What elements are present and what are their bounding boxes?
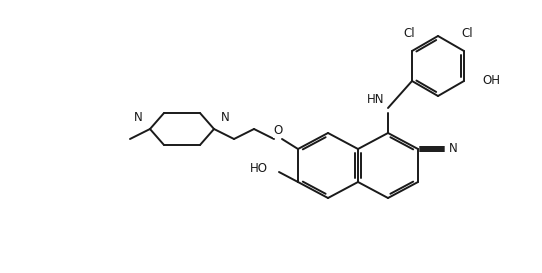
Text: N: N: [449, 143, 458, 156]
Text: HN: HN: [367, 93, 385, 106]
Text: HO: HO: [250, 162, 268, 174]
Text: Cl: Cl: [403, 27, 415, 40]
Text: O: O: [273, 124, 282, 138]
Text: Cl: Cl: [461, 27, 473, 40]
Text: N: N: [221, 111, 230, 124]
Text: OH: OH: [482, 75, 500, 88]
Text: N: N: [134, 111, 143, 124]
